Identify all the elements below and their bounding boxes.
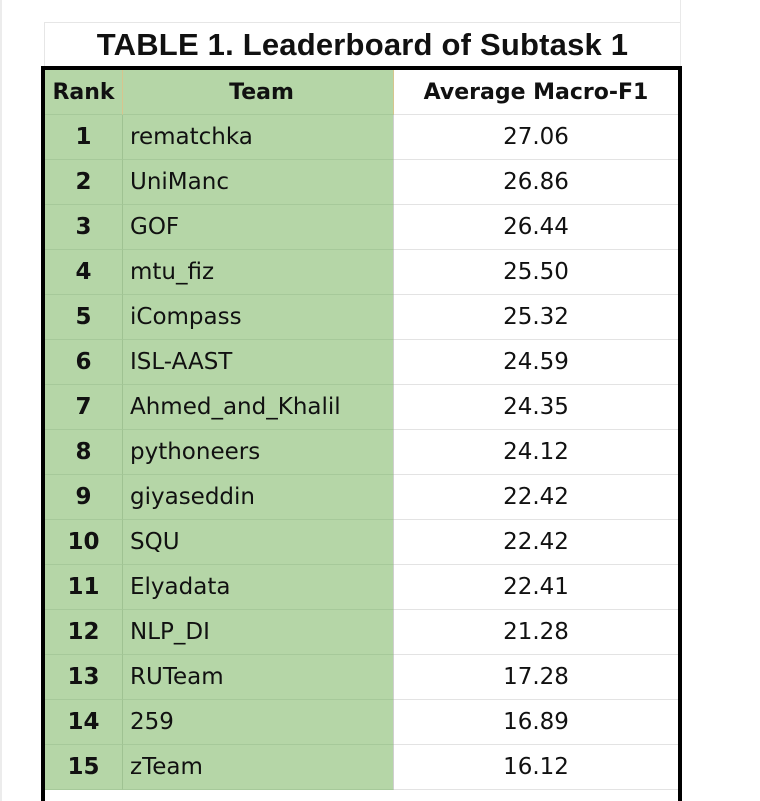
rank-cell: 10 [45,520,123,565]
rank-cell: 4 [45,250,123,295]
score-cell: 22.41 [394,565,678,610]
team-cell: mtu_fiz [123,250,394,295]
table-row: 2 UniManc 26.86 [45,160,678,205]
team-cell: SQU [123,520,394,565]
score-cell: 26.44 [394,205,678,250]
team-cell: zTeam [123,745,394,790]
rank-cell: 13 [45,655,123,700]
rank-cell: 12 [45,610,123,655]
team-cell: ISL-AAST [123,340,394,385]
rank-cell: 3 [45,205,123,250]
score-cell: 21.28 [394,610,678,655]
header-score: Average Macro-F1 [394,70,678,115]
team-cell: rematchka [123,115,394,160]
score-cell: 17.28 [394,655,678,700]
rank-cell: 2 [45,160,123,205]
score-cell: 25.50 [394,250,678,295]
score-cell: 22.42 [394,475,678,520]
leaderboard-table: Rank Team Average Macro-F1 1 rematchka 27.… [41,66,682,801]
team-cell: UniManc [123,160,394,205]
team-cell: giyaseddin [123,475,394,520]
team-cell: Elyadata [123,565,394,610]
sheet-edge [0,0,2,801]
team-cell: Ahmed_and_Khalil [123,385,394,430]
rank-cell: 6 [45,340,123,385]
table-row: 14 259 16.89 [45,700,678,745]
table-body: 1 rematchka 27.06 2 UniManc 26.86 3 GOF 26.44 4 mt… [45,115,678,790]
table-row: 1 rematchka 27.06 [45,115,678,160]
rank-cell: 5 [45,295,123,340]
team-cell: pythoneers [123,430,394,475]
table-row: 4 mtu_fiz 25.50 [45,250,678,295]
team-cell: RUTeam [123,655,394,700]
rank-cell: 11 [45,565,123,610]
table-row: 9 giyaseddin 22.42 [45,475,678,520]
table-header-row: Rank Team Average Macro-F1 [45,70,678,115]
rank-cell: 15 [45,745,123,790]
score-cell: 26.86 [394,160,678,205]
table-row: 11 Elyadata 22.41 [45,565,678,610]
score-cell: 25.32 [394,295,678,340]
score-cell: 24.59 [394,340,678,385]
header-rank: Rank [45,70,123,115]
team-cell: GOF [123,205,394,250]
table-row: 3 GOF 26.44 [45,205,678,250]
score-cell: 24.35 [394,385,678,430]
score-cell: 16.89 [394,700,678,745]
score-cell: 16.12 [394,745,678,790]
rank-cell: 7 [45,385,123,430]
team-cell: iCompass [123,295,394,340]
table-row: 5 iCompass 25.32 [45,295,678,340]
table-row: 10 SQU 22.42 [45,520,678,565]
header-team: Team [123,70,394,115]
score-cell: 27.06 [394,115,678,160]
table-row: 7 Ahmed_and_Khalil 24.35 [45,385,678,430]
rank-cell: 9 [45,475,123,520]
table-row: 13 RUTeam 17.28 [45,655,678,700]
table-title: TABLE 1. Leaderboard of Subtask 1 [44,22,680,66]
score-cell: 22.42 [394,520,678,565]
score-cell: 24.12 [394,430,678,475]
table-row: 12 NLP_DI 21.28 [45,610,678,655]
rank-cell: 8 [45,430,123,475]
table-row: 15 zTeam 16.12 [45,745,678,790]
table-row: 6 ISL-AAST 24.59 [45,340,678,385]
table-row: 8 pythoneers 24.12 [45,430,678,475]
team-cell: 259 [123,700,394,745]
rank-cell: 14 [45,700,123,745]
rank-cell: 1 [45,115,123,160]
team-cell: NLP_DI [123,610,394,655]
